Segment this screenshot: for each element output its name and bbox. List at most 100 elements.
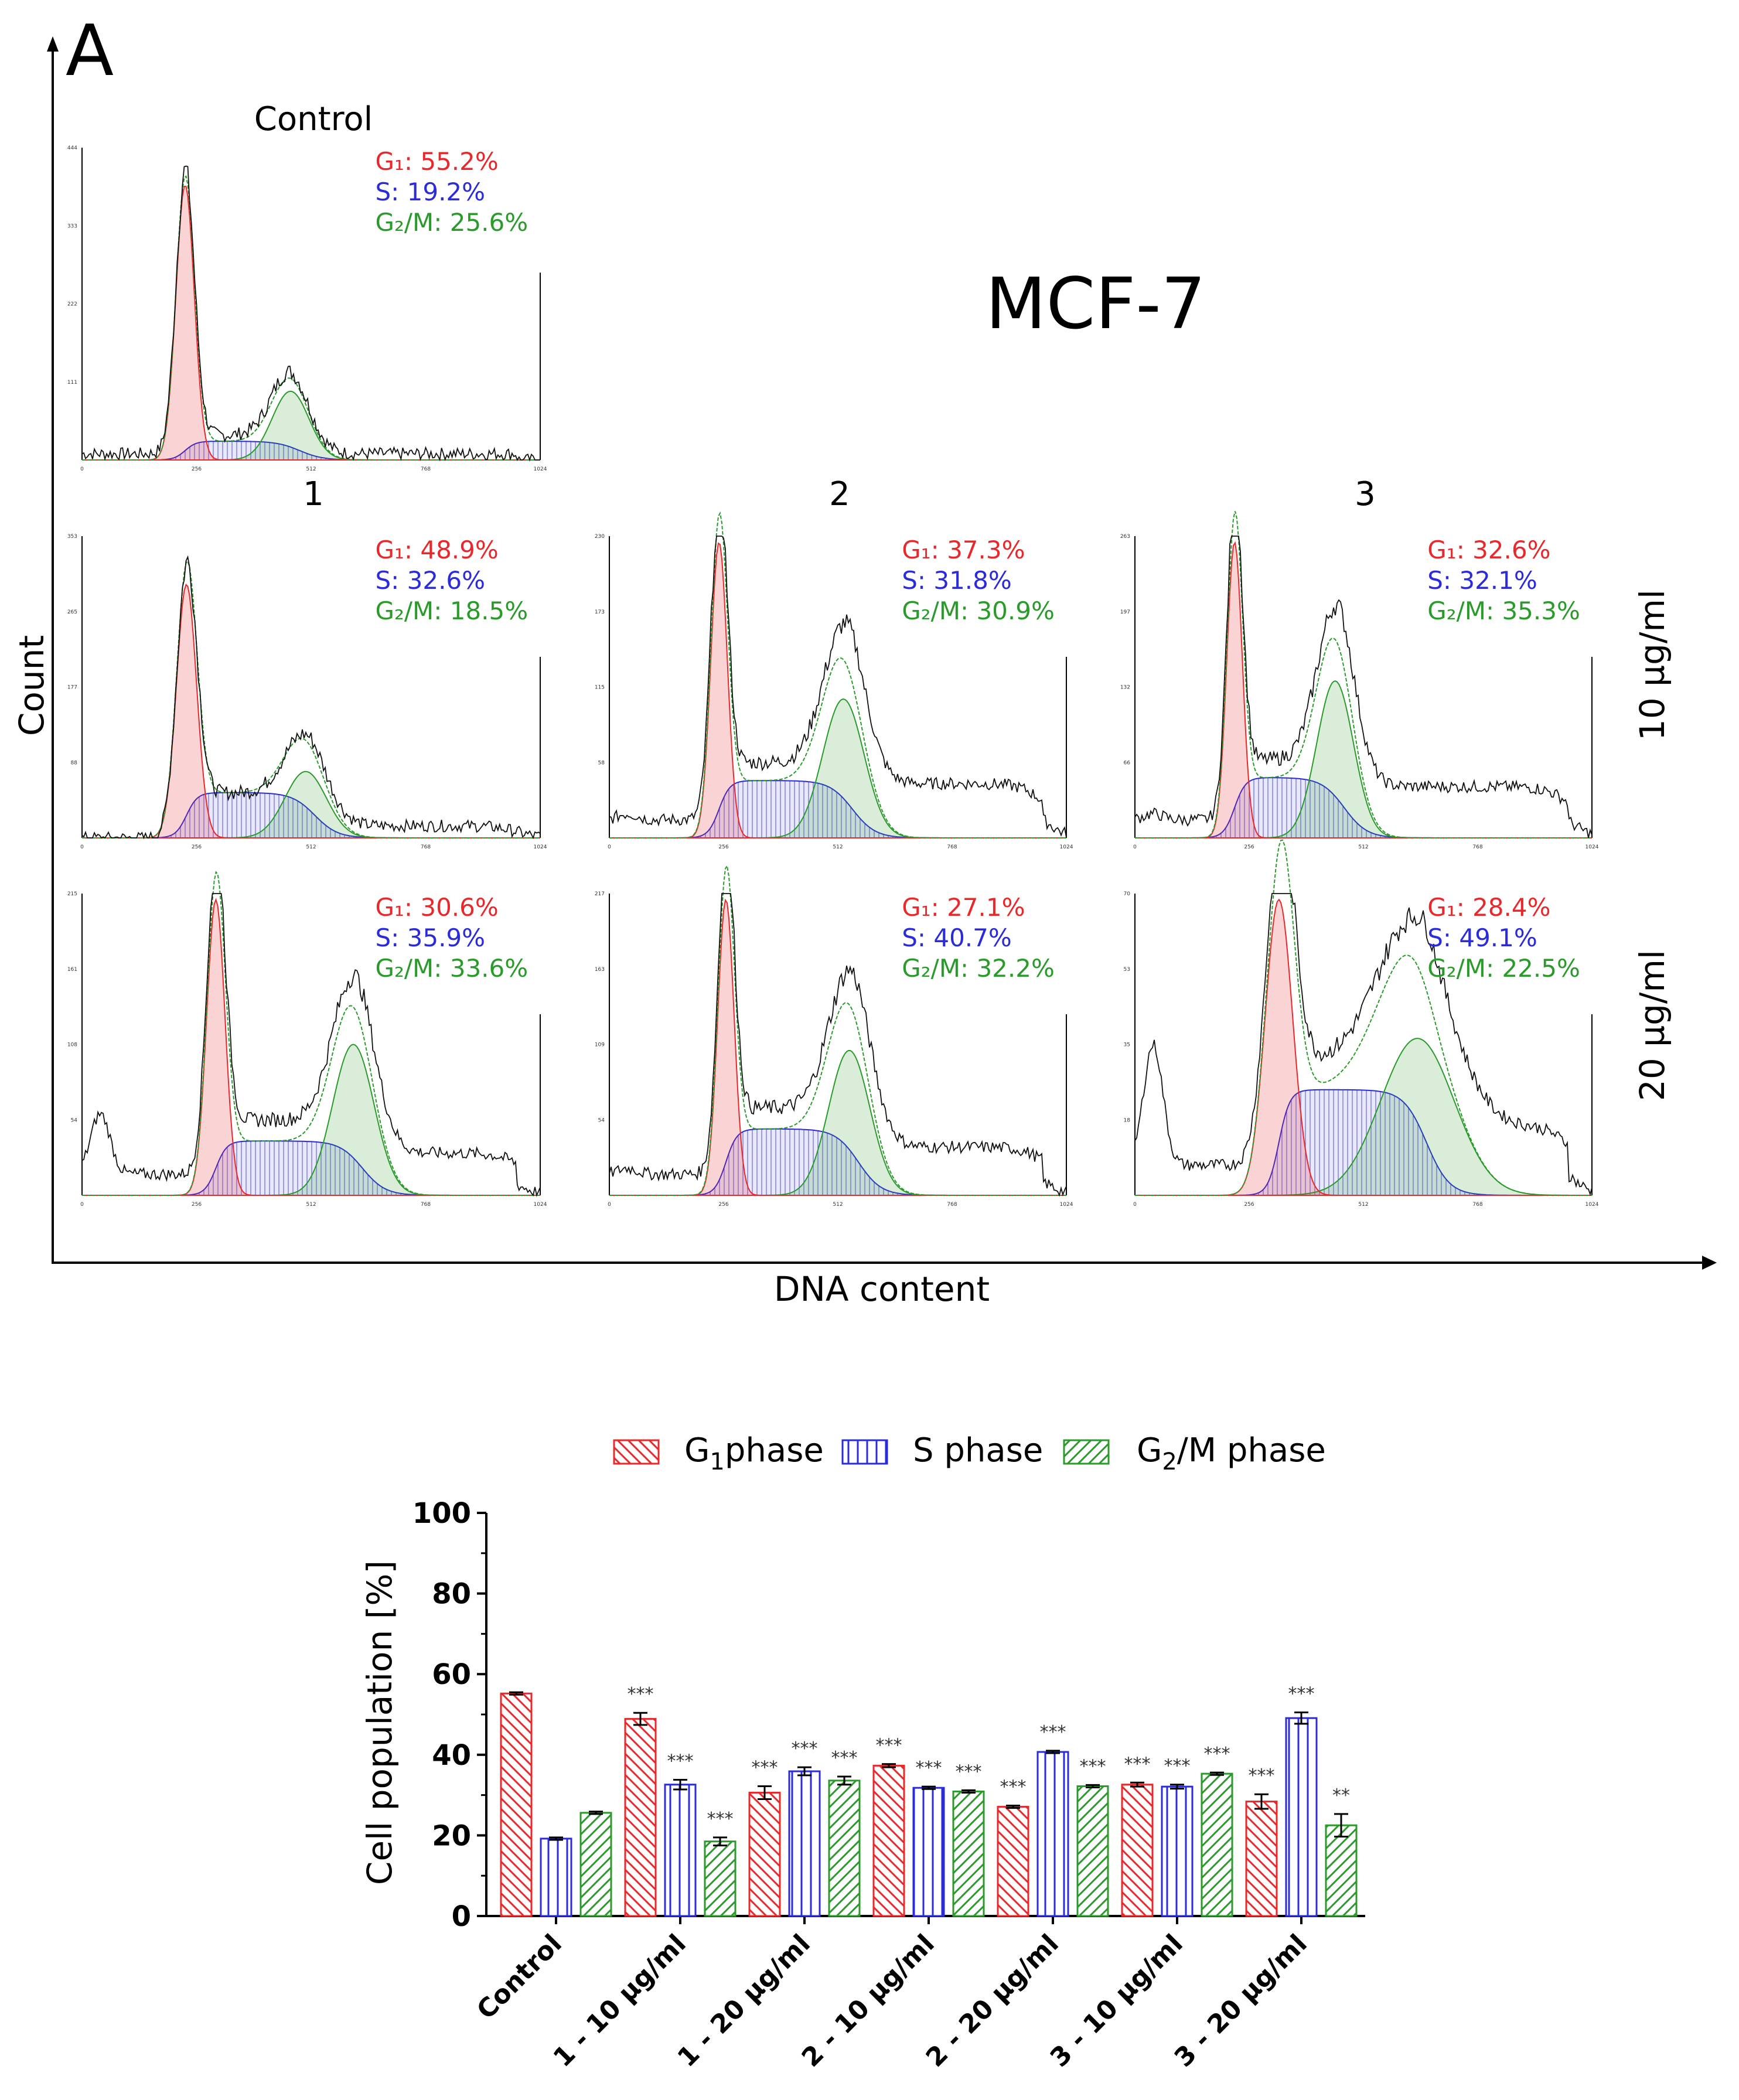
cell-line-title: MCF-7 [986, 264, 1206, 345]
bar-s-phase [1036, 1751, 1069, 1917]
histogram-y-tick: 161 [67, 967, 77, 973]
histogram-x-tick: 512 [306, 466, 316, 472]
significance-marker: *** [1249, 1765, 1275, 1786]
g2m-percentage: G₂/M: 25.6% [375, 208, 528, 237]
bar-g2-m-phase [1325, 1824, 1358, 1917]
s-phase-fill [609, 780, 1066, 838]
histogram-x-tick: 768 [947, 1202, 957, 1208]
bar-g2-m-phase [828, 1779, 861, 1917]
bar-y-tick-label: 80 [432, 1578, 471, 1611]
histogram-x-tick: 256 [1244, 844, 1254, 850]
significance-marker: *** [1000, 1777, 1027, 1797]
g1-percentage: G₁: 32.6% [1427, 536, 1550, 564]
column-label-3: 3 [1355, 475, 1376, 513]
significance-marker: *** [1080, 1756, 1106, 1777]
histogram-x-tick: 1024 [1060, 844, 1073, 850]
histogram-y-tick: 70 [1124, 891, 1131, 897]
histogram-y-tick: 66 [1124, 760, 1131, 766]
s-phase-fill [82, 1141, 540, 1195]
model-fit-line [82, 560, 540, 838]
histogram-y-tick: 197 [1120, 609, 1130, 615]
legend-swatch-g1 [613, 1439, 660, 1465]
s-percentage: S: 32.6% [375, 566, 485, 595]
g1-percentage: G₁: 37.3% [902, 536, 1025, 564]
s-percentage: S: 19.2% [375, 178, 485, 206]
histogram-x-tick: 1024 [534, 466, 547, 472]
histogram-y-tick: 18 [1124, 1117, 1131, 1123]
histogram-x-tick: 512 [833, 1202, 843, 1208]
s-phase-fill [82, 441, 540, 460]
panel-label: A [66, 11, 114, 92]
significance-marker: *** [956, 1761, 982, 1782]
bar-g2-m-phase [1076, 1785, 1109, 1917]
bar-g2-m-phase [1201, 1772, 1233, 1917]
g2m-phase-fit [82, 771, 540, 838]
histogram-y-tick: 265 [67, 609, 77, 615]
histogram-y-tick: 353 [67, 534, 77, 540]
raw-histogram-line [81, 893, 541, 1197]
histogram-title: Control [254, 100, 373, 138]
row-label-20: 20 µg/ml [1632, 950, 1672, 1101]
histogram-y-tick: 132 [1120, 685, 1130, 691]
column-label-1: 1 [303, 475, 324, 513]
histogram-x-tick: 0 [608, 844, 611, 850]
bar-chart-legend: G1phase S phase G2/M phase [613, 1431, 1326, 1475]
histogram-y-tick: 444 [67, 145, 77, 151]
histogram-x-tick: 256 [718, 844, 728, 850]
bar-g1phase [500, 1692, 533, 1917]
histogram-y-tick: 54 [71, 1117, 78, 1123]
significance-marker: *** [1204, 1744, 1230, 1764]
histogram-x-tick: 512 [1358, 1202, 1368, 1208]
g2m-percentage: G₂/M: 32.2% [902, 954, 1055, 983]
g1-percentage: G₁: 27.1% [902, 893, 1025, 922]
histogram-2-20: 0 256 512 768 1024 54 109 163 217 G₁: 27.1%S: 40.… [595, 864, 1073, 1208]
histogram-y-tick: 215 [67, 891, 77, 897]
g1-phase-fit [82, 584, 540, 838]
bar-g2-m-phase [952, 1790, 985, 1917]
g2m-phase-fit [609, 698, 1066, 838]
top-x-label: DNA content [774, 1269, 990, 1309]
histogram-y-tick: 222 [67, 302, 77, 308]
histogram-3-20: 0 256 512 768 1024 18 35 53 70 G₁: 28.4%S: 49.1%G… [1124, 839, 1599, 1208]
legend-label-g1: G1phase [684, 1431, 824, 1475]
g2m-percentage: G₂/M: 33.6% [375, 954, 528, 983]
histogram-x-tick: 0 [608, 1202, 611, 1208]
bar-g2-m-phase [704, 1840, 736, 1917]
histogram-x-tick: 0 [80, 844, 84, 850]
histogram-y-tick: 53 [1124, 967, 1130, 973]
bar-s-phase [788, 1770, 821, 1917]
histogram-x-tick: 1024 [534, 1202, 547, 1208]
bar-category-label: 1 - 10 µg/ml [548, 1929, 692, 2073]
significance-marker: *** [1288, 1684, 1315, 1704]
histogram-y-tick: 109 [595, 1042, 605, 1048]
bar-g1phase [624, 1718, 657, 1917]
bar-y-tick-label: 20 [432, 1819, 471, 1852]
s-percentage: S: 40.7% [902, 923, 1012, 952]
bar-s-phase [664, 1784, 697, 1917]
g2m-phase-fit [1135, 680, 1592, 838]
histogram-y-tick: 177 [67, 685, 77, 691]
histogram-x-tick: 256 [192, 1202, 202, 1208]
bar-s-phase [1285, 1717, 1318, 1917]
model-fit-line [609, 511, 1066, 838]
significance-marker: *** [916, 1758, 942, 1778]
raw-histogram-line [1134, 536, 1593, 838]
bar-y-tick-label: 60 [432, 1658, 471, 1691]
histogram-y-tick: 217 [595, 891, 605, 897]
histogram-x-tick: 256 [718, 1202, 728, 1208]
bar-category-label: 2 - 10 µg/ml [796, 1929, 940, 2073]
raw-histogram-line [81, 555, 541, 840]
histogram-1-10: 0 256 512 768 1024 88 177 265 353 G₁: 48.9%S: 32.… [67, 534, 547, 850]
raw-histogram-line [609, 536, 1067, 838]
top-y-label: Count [12, 635, 52, 736]
histogram-x-tick: 768 [947, 844, 957, 850]
bar-category-label: 3 - 20 µg/ml [1169, 1929, 1313, 2073]
bar-category-label: Control [471, 1929, 568, 2026]
histogram-x-tick: 512 [1358, 844, 1368, 850]
legend-label-s: S phase [913, 1431, 1043, 1470]
model-fit-line [82, 871, 540, 1196]
g1-percentage: G₁: 55.2% [375, 147, 498, 176]
histogram-x-tick: 512 [306, 1202, 316, 1208]
